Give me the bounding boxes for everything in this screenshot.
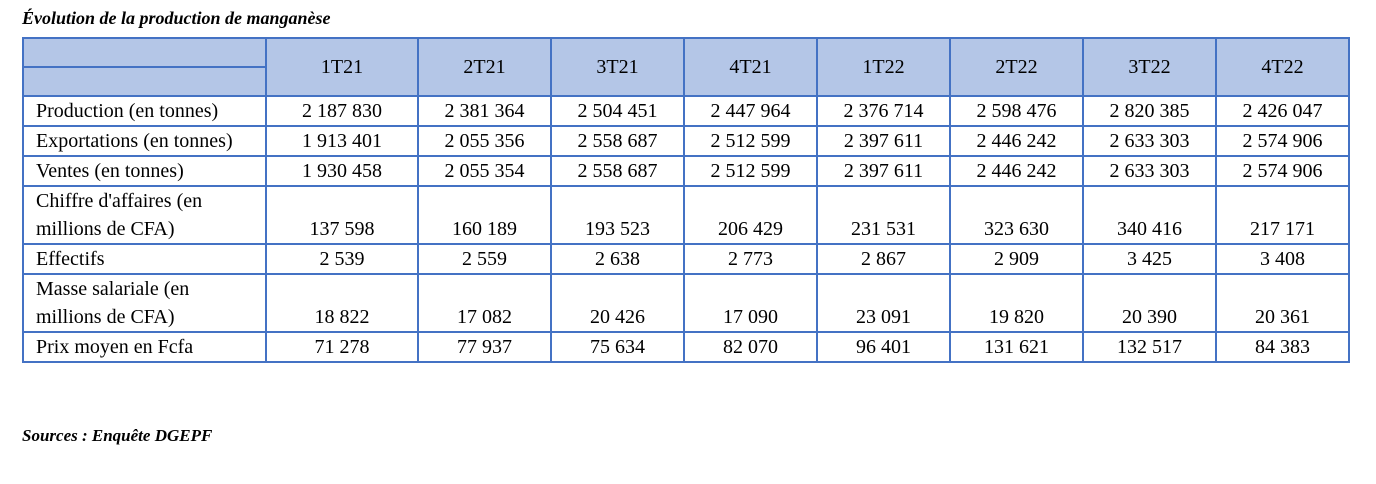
- cell-value: 231 531: [816, 185, 951, 245]
- cell-value: 71 278: [265, 331, 419, 363]
- row-label: Exportations (en tonnes): [22, 125, 267, 157]
- cell-value: 1 930 458: [265, 155, 419, 187]
- cell-value: 217 171: [1215, 185, 1350, 245]
- cell-value: 20 361: [1215, 273, 1350, 333]
- cell-value: 2 574 906: [1215, 155, 1350, 187]
- cell-value: 2 867: [816, 243, 951, 275]
- cell-value: 17 090: [683, 273, 818, 333]
- cell-value: 3 425: [1082, 243, 1217, 275]
- cell-value: 19 820: [949, 273, 1084, 333]
- cell-value: 2 446 242: [949, 125, 1084, 157]
- cell-value: 2 055 354: [417, 155, 552, 187]
- cell-value: 2 638: [550, 243, 685, 275]
- cell-value: 2 512 599: [683, 125, 818, 157]
- table-row: Ventes (en tonnes) 1 930 458 2 055 354 2 55…: [22, 155, 1350, 187]
- cell-value: 82 070: [683, 331, 818, 363]
- row-label: Effectifs: [22, 243, 267, 275]
- header-row: [22, 66, 1349, 97]
- column-header: 4T21: [683, 37, 818, 97]
- source-note: Sources : Enquête DGEPF: [22, 426, 213, 445]
- row-label: Masse salariale (en millions de CFA): [22, 273, 267, 333]
- cell-value: 2 559: [417, 243, 552, 275]
- column-header: 4T22: [1215, 37, 1350, 97]
- cell-value: 2 539: [265, 243, 419, 275]
- table-body: Production (en tonnes) 2 187 830 2 381 364…: [22, 95, 1350, 363]
- cell-value: 2 909: [949, 243, 1084, 275]
- cell-value: 75 634: [550, 331, 685, 363]
- cell-value: 323 630: [949, 185, 1084, 245]
- cell-value: 1 913 401: [265, 125, 419, 157]
- cell-value: 3 408: [1215, 243, 1350, 275]
- cell-value: 17 082: [417, 273, 552, 333]
- cell-value: 20 390: [1082, 273, 1217, 333]
- cell-value: 2 633 303: [1082, 155, 1217, 187]
- column-header: 2T22: [949, 37, 1084, 97]
- column-header: 2T21: [417, 37, 552, 97]
- header-row: 1T21 2T21 3T21 4T21 1T22 2T22 3T22 4T22: [22, 37, 1350, 97]
- row-label: Prix moyen en Fcfa: [22, 331, 267, 363]
- table-row: Prix moyen en Fcfa 71 278 77 937 75 634 82 0…: [22, 331, 1350, 363]
- table-header: 1T21 2T21 3T21 4T21 1T22 2T22 3T22 4T22: [22, 37, 1350, 97]
- cell-value: 2 426 047: [1215, 95, 1350, 127]
- cell-value: 137 598: [265, 185, 419, 245]
- cell-value: 23 091: [816, 273, 951, 333]
- cell-value: 206 429: [683, 185, 818, 245]
- table-title: Évolution de la production de manganèse: [22, 8, 331, 28]
- cell-value: 2 447 964: [683, 95, 818, 127]
- column-header: 3T21: [550, 37, 685, 97]
- cell-value: 2 055 356: [417, 125, 552, 157]
- cell-value: 2 504 451: [550, 95, 685, 127]
- cell-value: 96 401: [816, 331, 951, 363]
- row-label: Chiffre d'affaires (en millions de CFA): [22, 185, 267, 245]
- cell-value: 132 517: [1082, 331, 1217, 363]
- cell-value: 193 523: [550, 185, 685, 245]
- cell-value: 2 381 364: [417, 95, 552, 127]
- column-header: 3T22: [1082, 37, 1217, 97]
- cell-value: 131 621: [949, 331, 1084, 363]
- cell-value: 77 937: [417, 331, 552, 363]
- corner-cell: [22, 37, 267, 68]
- table-row: Exportations (en tonnes) 1 913 401 2 055 3…: [22, 125, 1350, 157]
- row-label: Ventes (en tonnes): [22, 155, 267, 187]
- cell-value: 2 558 687: [550, 155, 685, 187]
- table-row: Effectifs 2 539 2 559 2 638 2 773 2 867 2 909 3…: [22, 243, 1350, 275]
- cell-value: 2 397 611: [816, 155, 951, 187]
- table-row: Production (en tonnes) 2 187 830 2 381 364…: [22, 95, 1350, 127]
- cell-value: 340 416: [1082, 185, 1217, 245]
- cell-value: 18 822: [265, 273, 419, 333]
- data-table: 1T21 2T21 3T21 4T21 1T22 2T22 3T22 4T22 Product…: [22, 37, 1350, 363]
- cell-value: 2 187 830: [265, 95, 419, 127]
- cell-value: 2 598 476: [949, 95, 1084, 127]
- corner-cell: [22, 66, 267, 97]
- table-row: Masse salariale (en millions de CFA) 18 8…: [22, 273, 1350, 333]
- cell-value: 2 574 906: [1215, 125, 1350, 157]
- column-header: 1T21: [265, 37, 419, 97]
- cell-value: 2 397 611: [816, 125, 951, 157]
- column-header: 1T22: [816, 37, 951, 97]
- cell-value: 2 558 687: [550, 125, 685, 157]
- table-row: Chiffre d'affaires (en millions de CFA) 1…: [22, 185, 1350, 245]
- cell-value: 2 512 599: [683, 155, 818, 187]
- cell-value: 160 189: [417, 185, 552, 245]
- cell-value: 2 446 242: [949, 155, 1084, 187]
- cell-value: 2 820 385: [1082, 95, 1217, 127]
- cell-value: 2 376 714: [816, 95, 951, 127]
- cell-value: 84 383: [1215, 331, 1350, 363]
- cell-value: 2 773: [683, 243, 818, 275]
- cell-value: 2 633 303: [1082, 125, 1217, 157]
- cell-value: 20 426: [550, 273, 685, 333]
- row-label: Production (en tonnes): [22, 95, 267, 127]
